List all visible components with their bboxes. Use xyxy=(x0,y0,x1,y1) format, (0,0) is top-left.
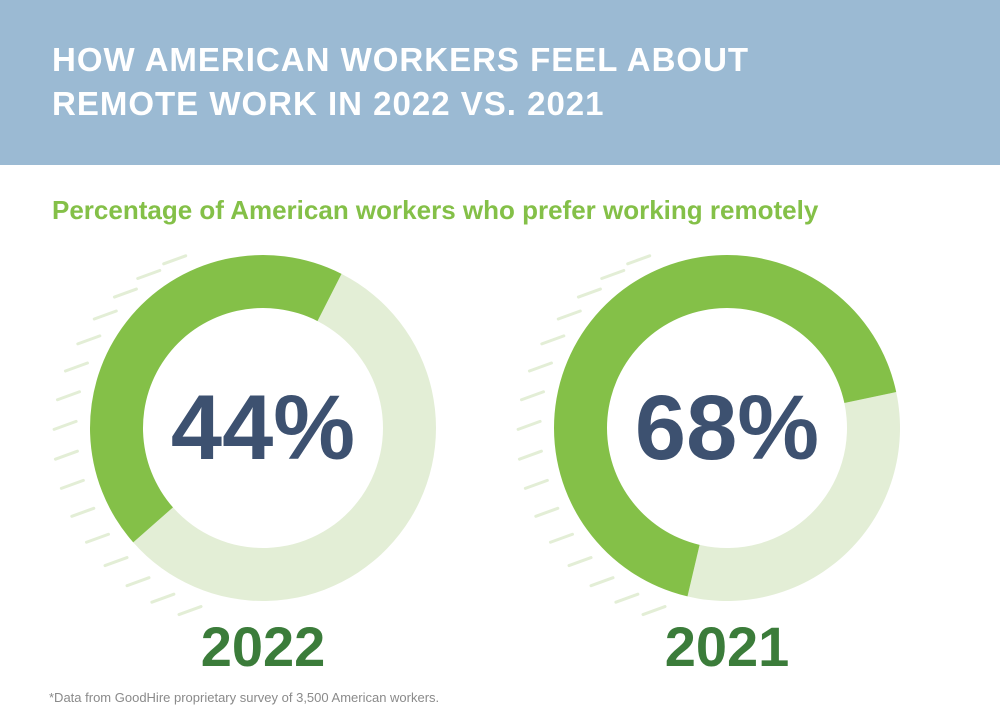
decorative-hatch xyxy=(516,419,542,431)
donut-svg-2021 xyxy=(516,254,900,617)
decorative-hatch xyxy=(576,287,602,299)
decorative-hatch xyxy=(548,532,574,544)
decorative-hatch xyxy=(567,556,593,568)
decorative-hatch xyxy=(519,390,545,402)
decorative-hatch xyxy=(59,478,85,490)
decorative-hatch xyxy=(55,390,81,402)
decorative-hatch xyxy=(53,449,79,461)
decorative-hatch xyxy=(63,361,89,373)
year-label-2022: 2022 xyxy=(200,615,326,678)
decorative-hatch xyxy=(600,268,626,280)
percent-label-2021: 68% xyxy=(634,377,820,479)
donut-segment-remainder xyxy=(687,392,900,601)
decorative-hatch xyxy=(92,309,118,321)
donut-segment-prefer-remote xyxy=(554,255,897,597)
decorative-hatch xyxy=(614,592,640,604)
percent-label-2022: 44% xyxy=(170,377,356,479)
decorative-hatch xyxy=(150,592,176,604)
donut-segment-remainder xyxy=(133,273,436,601)
donut-segment-prefer-remote xyxy=(90,255,342,543)
decorative-hatch xyxy=(517,449,543,461)
donut-chart-2021: 68% xyxy=(516,248,907,617)
decorative-hatch xyxy=(103,556,129,568)
decorative-hatch xyxy=(641,605,667,617)
year-label-2021: 2021 xyxy=(664,615,790,678)
chart-subtitle: Percentage of American workers who prefe… xyxy=(52,195,819,225)
decorative-hatch xyxy=(70,506,96,518)
decorative-hatch xyxy=(84,532,110,544)
decorative-hatch xyxy=(589,576,615,588)
decorative-hatch xyxy=(523,478,549,490)
decorative-hatch xyxy=(162,254,188,266)
decorative-hatch xyxy=(527,361,553,373)
source-footnote: *Data from GoodHire proprietary survey o… xyxy=(49,690,440,705)
donut-svg-2022 xyxy=(52,254,436,617)
decorative-hatch xyxy=(556,309,582,321)
decorative-hatch xyxy=(540,334,566,346)
page-title: HOW AMERICAN WORKERS FEEL ABOUT REMOTE W… xyxy=(52,38,749,126)
decorative-hatch xyxy=(112,287,138,299)
decorative-hatch xyxy=(136,268,162,280)
header-banner: HOW AMERICAN WORKERS FEEL ABOUT REMOTE W… xyxy=(0,0,1000,165)
decorative-hatch xyxy=(534,506,560,518)
decorative-hatch xyxy=(76,334,102,346)
decorative-hatch xyxy=(177,605,203,617)
decorative-hatch xyxy=(125,576,151,588)
title-line-1: HOW AMERICAN WORKERS FEEL ABOUT xyxy=(52,41,750,78)
decorative-hatch xyxy=(52,419,78,431)
donut-chart-2022: 44% xyxy=(52,248,443,617)
decorative-hatch xyxy=(626,254,652,266)
title-line-2: REMOTE WORK IN 2022 VS. 2021 xyxy=(52,85,605,122)
